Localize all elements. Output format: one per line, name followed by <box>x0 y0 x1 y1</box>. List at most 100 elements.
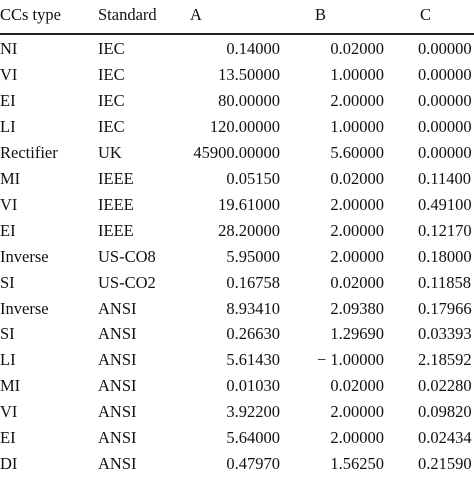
cell-b: 2.00000 <box>330 90 384 110</box>
table-row: VI IEEE 19.61000 2.00000 0.49100 <box>0 192 474 218</box>
cell-a: 5.95000 <box>226 246 280 266</box>
cell-b: 2.00000 <box>330 220 384 240</box>
cell-a: 0.01030 <box>226 376 280 396</box>
cell-b: − 1.00000 <box>316 350 384 370</box>
cell-standard: US-CO8 <box>98 246 156 266</box>
table-row: DI ANSI 0.47970 1.56250 0.21590 <box>0 451 474 477</box>
cell-b: 5.60000 <box>330 142 384 162</box>
cell-a: 0.16758 <box>226 272 280 292</box>
cell-b: 0.02000 <box>330 272 384 292</box>
cell-ccs-type: MI <box>0 168 21 188</box>
cell-c: 0.11858 <box>418 272 472 292</box>
table-row: SI US-CO2 0.16758 0.02000 0.11858 <box>0 270 474 296</box>
cell-ccs-type: EI <box>0 428 16 448</box>
cell-standard: IEC <box>98 39 125 58</box>
table-row: VI IEC 13.50000 1.00000 0.00000 <box>0 62 474 88</box>
header-a: A <box>190 5 202 24</box>
cell-a: 3.92200 <box>226 402 280 422</box>
cell-ccs-type: LI <box>0 116 16 136</box>
table-row: Inverse ANSI 8.93410 2.09380 0.17966 <box>0 296 474 322</box>
cell-c: 0.17966 <box>418 298 472 318</box>
table-row: MI IEEE 0.05150 0.02000 0.11400 <box>0 166 474 192</box>
cell-ccs-type: EI <box>0 220 16 240</box>
cell-a: 5.64000 <box>226 428 280 448</box>
cell-c: 0.00000 <box>418 90 472 110</box>
header-ccs-type: CCs type <box>0 5 61 24</box>
cell-c: 0.12170 <box>418 220 472 240</box>
cell-c: 0.00000 <box>418 64 472 84</box>
cell-c: 0.02434 <box>418 428 472 448</box>
cell-b: 2.00000 <box>330 246 384 266</box>
cell-c: 2.18592 <box>418 350 472 370</box>
cell-a: 19.61000 <box>218 194 280 214</box>
cell-ccs-type: NI <box>0 39 18 58</box>
cell-a: 45900.00000 <box>193 142 280 162</box>
table-row: EI IEC 80.00000 2.00000 0.00000 <box>0 88 474 114</box>
table-row: SI ANSI 0.26630 1.29690 0.03393 <box>0 321 474 347</box>
cell-c: 0.11400 <box>418 168 472 188</box>
cell-ccs-type: MI <box>0 376 21 396</box>
cell-standard: ANSI <box>98 298 137 318</box>
cell-standard: US-CO2 <box>98 272 156 292</box>
cell-c: 0.09820 <box>418 402 472 422</box>
cell-b: 1.00000 <box>330 64 384 84</box>
cell-a: 0.47970 <box>226 454 280 474</box>
cell-b: 1.29690 <box>330 324 384 344</box>
cell-standard: ANSI <box>98 350 137 370</box>
cell-ccs-type: VI <box>0 194 18 214</box>
cell-a: 13.50000 <box>218 64 280 84</box>
cell-standard: ANSI <box>98 402 137 422</box>
cell-standard: ANSI <box>98 454 137 474</box>
cell-c: 0.00000 <box>418 39 472 58</box>
cell-b: 2.00000 <box>330 194 384 214</box>
cell-c: 0.21590 <box>418 454 472 474</box>
table-row: Rectifier UK 45900.00000 5.60000 0.00000 <box>0 140 474 166</box>
cell-ccs-type: VI <box>0 402 18 422</box>
cell-standard: IEC <box>98 64 125 84</box>
cell-b: 0.02000 <box>330 39 384 58</box>
cell-standard: IEC <box>98 90 125 110</box>
cell-c: 0.00000 <box>418 116 472 136</box>
cell-c: 0.03393 <box>418 324 472 344</box>
cell-a: 5.61430 <box>226 350 280 370</box>
cell-c: 0.00000 <box>418 142 472 162</box>
table-row: EI ANSI 5.64000 2.00000 0.02434 <box>0 425 474 451</box>
cell-ccs-type: Rectifier <box>0 142 58 162</box>
cell-a: 0.26630 <box>226 324 280 344</box>
cell-a: 28.20000 <box>218 220 280 240</box>
cell-b: 1.56250 <box>330 454 384 474</box>
table-row: NI IEC 0.14000 0.02000 0.00000 <box>0 36 474 62</box>
cell-ccs-type: LI <box>0 350 16 370</box>
cell-b: 0.02000 <box>330 168 384 188</box>
cell-a: 8.93410 <box>226 298 280 318</box>
cell-ccs-type: SI <box>0 324 15 344</box>
cell-standard: IEEE <box>98 194 134 214</box>
table-header-row: CCs type Standard A B C <box>0 2 474 28</box>
cell-a: 120.00000 <box>209 116 280 136</box>
cell-ccs-type: EI <box>0 90 16 110</box>
header-b: B <box>315 5 327 24</box>
header-divider <box>0 33 474 35</box>
cell-c: 0.18000 <box>418 246 472 266</box>
table-row: MI ANSI 0.01030 0.02000 0.02280 <box>0 373 474 399</box>
cell-ccs-type: SI <box>0 272 15 292</box>
cell-b: 2.00000 <box>330 402 384 422</box>
table-row: LI IEC 120.00000 1.00000 0.00000 <box>0 114 474 140</box>
cell-ccs-type: Inverse <box>0 246 49 266</box>
cell-a: 0.14000 <box>226 39 280 58</box>
table-row: LI ANSI 5.61430 − 1.00000 2.18592 <box>0 347 474 373</box>
cell-standard: IEC <box>98 116 125 136</box>
cell-c: 0.02280 <box>418 376 472 396</box>
cell-standard: ANSI <box>98 376 137 396</box>
cell-c: 0.49100 <box>418 194 472 214</box>
cell-ccs-type: Inverse <box>0 298 49 318</box>
header-c: C <box>420 5 432 24</box>
cell-standard: UK <box>98 142 122 162</box>
cell-standard: ANSI <box>98 428 137 448</box>
table-row: EI IEEE 28.20000 2.00000 0.12170 <box>0 218 474 244</box>
cell-standard: IEEE <box>98 168 134 188</box>
cell-ccs-type: VI <box>0 64 18 84</box>
table-row: VI ANSI 3.92200 2.00000 0.09820 <box>0 399 474 425</box>
cell-b: 0.02000 <box>330 376 384 396</box>
